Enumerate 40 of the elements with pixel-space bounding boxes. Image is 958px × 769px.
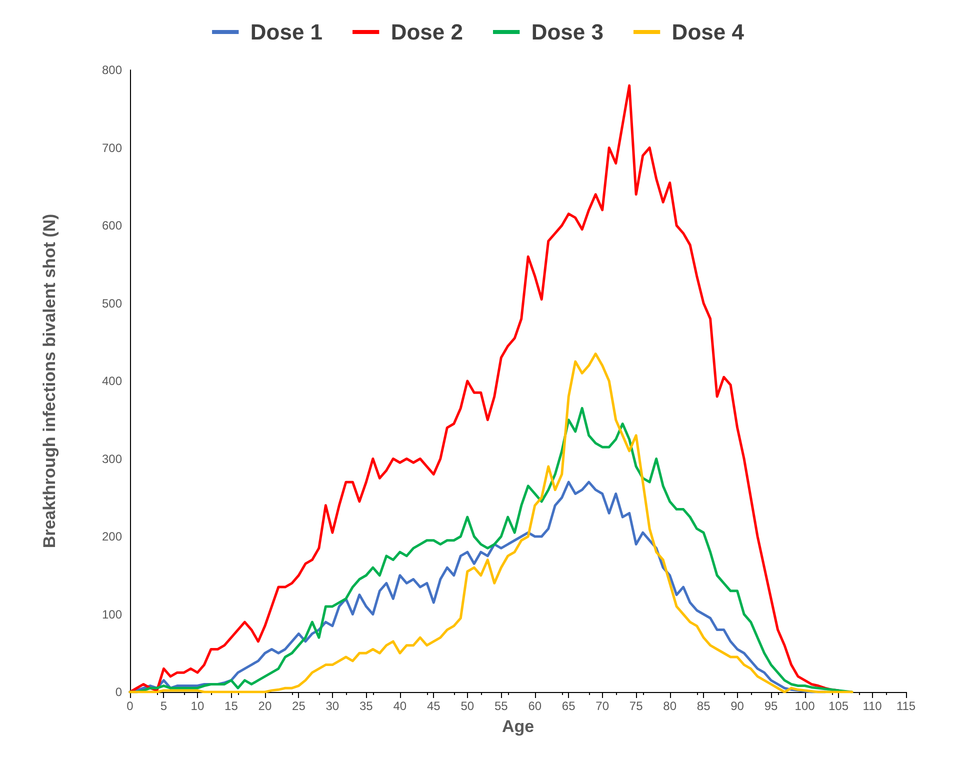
- legend-label: Dose 1: [250, 20, 323, 44]
- y-tick-label: 500: [102, 296, 122, 310]
- legend-label: Dose 2: [390, 20, 464, 44]
- x-tick-label: 15: [224, 699, 238, 713]
- x-tick-label: 55: [494, 699, 508, 713]
- x-tick-label: 0: [126, 699, 134, 713]
- x-tick-label: 20: [258, 699, 272, 713]
- y-axis-title: Breakthrough infections bivalent shot (N): [40, 214, 59, 548]
- x-tick-label: 105: [828, 699, 849, 713]
- legend-label: Dose 4: [672, 20, 745, 44]
- x-tick-label: 80: [663, 699, 677, 713]
- x-axis-title: Age: [502, 717, 534, 736]
- x-tick-label: 5: [160, 699, 168, 713]
- x-tick-label: 35: [359, 699, 374, 713]
- x-tick-label: 40: [393, 699, 407, 713]
- x-tick-label: 65: [562, 699, 576, 713]
- x-tick-label: 70: [596, 699, 610, 713]
- y-tick-label: 800: [102, 63, 122, 77]
- y-tick-label: 600: [102, 218, 122, 232]
- x-tick-label: 100: [794, 699, 816, 713]
- x-tick-label: 45: [426, 699, 441, 713]
- y-tick-label: 400: [102, 374, 122, 388]
- y-tick-label: 200: [102, 530, 122, 544]
- x-tick-label: 75: [629, 699, 644, 713]
- x-tick-label: 60: [528, 699, 542, 713]
- x-tick-label: 10: [190, 699, 204, 713]
- x-tick-label: 25: [292, 699, 306, 713]
- x-tick-label: 95: [764, 699, 778, 713]
- line-series: [128, 352, 854, 694]
- x-tick-label: 30: [326, 699, 340, 713]
- legend-label: Dose 3: [531, 20, 604, 44]
- y-tick-label: 300: [102, 452, 122, 466]
- x-tick-label: 115: [896, 699, 916, 713]
- x-tick-label: 90: [730, 699, 744, 713]
- y-tick-label: 0: [115, 685, 122, 699]
- x-tick-label: 50: [460, 699, 474, 713]
- y-tick-label: 700: [102, 140, 122, 155]
- y-tick-label: 100: [102, 607, 122, 622]
- x-tick-label: 110: [862, 699, 882, 713]
- x-tick-label: 85: [696, 699, 711, 713]
